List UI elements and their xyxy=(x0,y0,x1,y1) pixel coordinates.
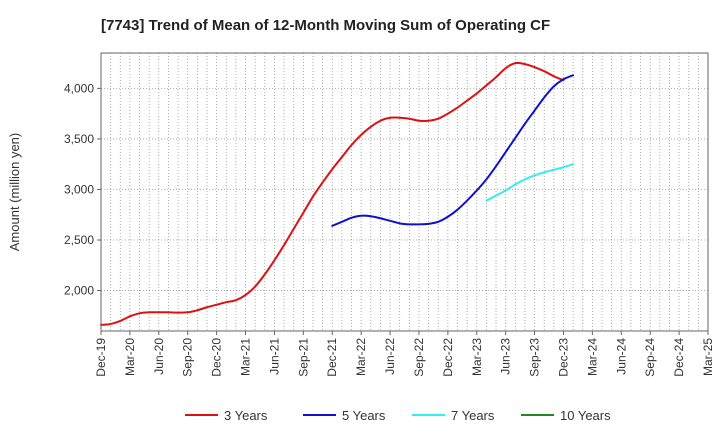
series-line-3-years xyxy=(100,61,565,326)
x-tick-label: Dec-19 xyxy=(94,338,108,377)
x-tick-label: Sep-21 xyxy=(296,338,310,377)
x-tick-label: Mar-20 xyxy=(123,338,137,376)
grid-lines xyxy=(101,53,708,331)
x-tick-label: Dec-21 xyxy=(325,338,339,377)
x-tick-label: Sep-20 xyxy=(181,338,195,377)
y-tick-label: 2,000 xyxy=(64,284,94,298)
y-axis-label: Amount (million yen) xyxy=(7,133,22,252)
x-tick-label: Dec-24 xyxy=(672,338,686,377)
y-tick-label: 3,000 xyxy=(64,182,94,196)
series-lines xyxy=(100,61,575,326)
x-tick-labels: Dec-19 Mar-20 Jun-20 Sep-20 Dec-20 Mar-21 Jun-… xyxy=(94,331,715,377)
x-tick-label: Sep-22 xyxy=(412,338,426,377)
x-tick-label: Jun-23 xyxy=(499,338,513,375)
legend-label-7-years: 7 Years xyxy=(451,408,495,423)
x-tick-label: Mar-24 xyxy=(585,338,599,376)
legend: 3 Years 5 Years 7 Years 10 Years xyxy=(185,408,611,423)
x-tick-label: Mar-23 xyxy=(470,338,484,376)
y-tick-label: 2,500 xyxy=(64,233,94,247)
x-tick-label: Sep-23 xyxy=(528,338,542,377)
series-line-7-years xyxy=(485,163,575,202)
x-tick-label: Dec-22 xyxy=(441,338,455,377)
x-tick-label: Jun-24 xyxy=(614,338,628,375)
y-tick-label: 3,500 xyxy=(64,132,94,146)
y-tick-labels: 2,000 2,500 3,000 3,500 4,000 xyxy=(64,81,101,298)
chart-title: [7743] Trend of Mean of 12-Month Moving … xyxy=(101,17,550,34)
x-tick-label: Dec-20 xyxy=(210,338,224,377)
x-tick-label: Dec-23 xyxy=(556,338,570,377)
x-tick-label: Jun-20 xyxy=(152,338,166,375)
x-tick-label: Mar-21 xyxy=(239,338,253,376)
x-tick-label: Jun-22 xyxy=(383,338,397,375)
plot-frame xyxy=(100,52,709,332)
legend-label-10-years: 10 Years xyxy=(560,408,611,423)
x-tick-label: Mar-25 xyxy=(701,338,715,376)
legend-label-3-years: 3 Years xyxy=(224,408,268,423)
series-line-5-years xyxy=(331,74,575,227)
legend-label-5-years: 5 Years xyxy=(342,408,386,423)
x-tick-label: Mar-22 xyxy=(354,338,368,376)
x-tick-label: Sep-24 xyxy=(643,338,657,377)
y-tick-label: 4,000 xyxy=(64,81,94,95)
x-tick-label: Jun-21 xyxy=(267,338,281,375)
